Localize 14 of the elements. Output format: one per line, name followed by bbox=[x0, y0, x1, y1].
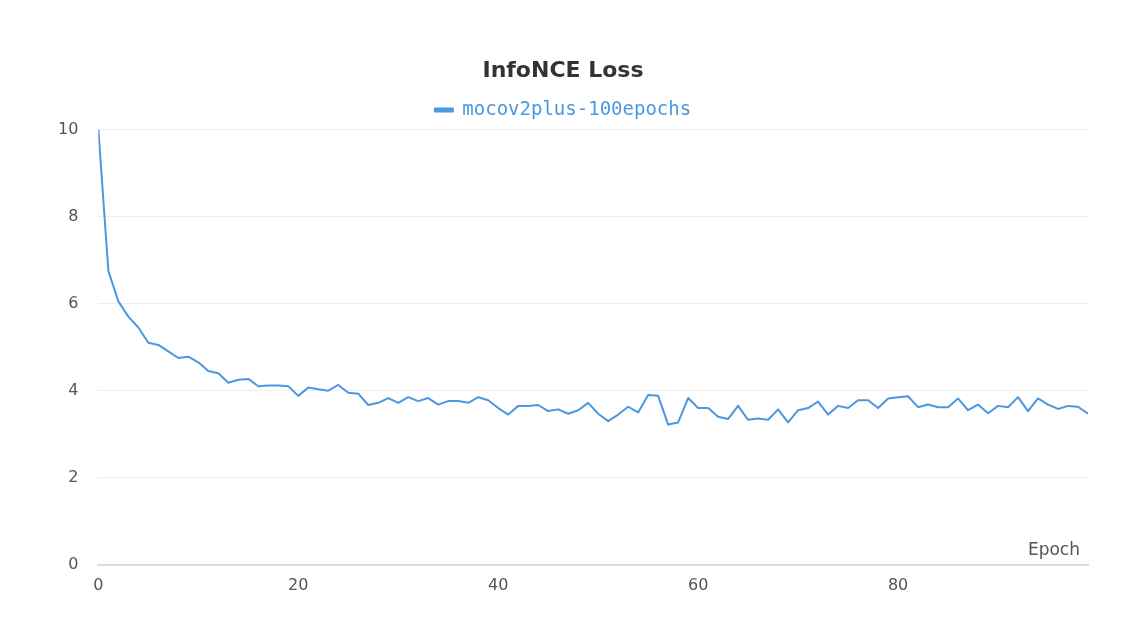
x-tick-label: 40 bbox=[488, 574, 509, 594]
y-tick-label: 8 bbox=[68, 205, 79, 225]
x-tick-label: 80 bbox=[887, 574, 909, 594]
chart-title: InfoNCE Loss bbox=[482, 56, 644, 82]
y-tick-label: 2 bbox=[68, 466, 79, 486]
y-tick-label: 6 bbox=[68, 292, 79, 312]
y-tick-label: 0 bbox=[68, 553, 79, 573]
legend-label: mocov2plus-100epochs bbox=[462, 96, 692, 119]
x-tick-label: 20 bbox=[288, 574, 309, 594]
y-tick-label: 4 bbox=[68, 379, 79, 399]
y-tick-label: 10 bbox=[58, 118, 79, 138]
x-tick-label: 60 bbox=[687, 574, 709, 594]
x-axis-title: Epoch bbox=[1027, 538, 1080, 559]
x-tick-label: 0 bbox=[93, 574, 104, 594]
